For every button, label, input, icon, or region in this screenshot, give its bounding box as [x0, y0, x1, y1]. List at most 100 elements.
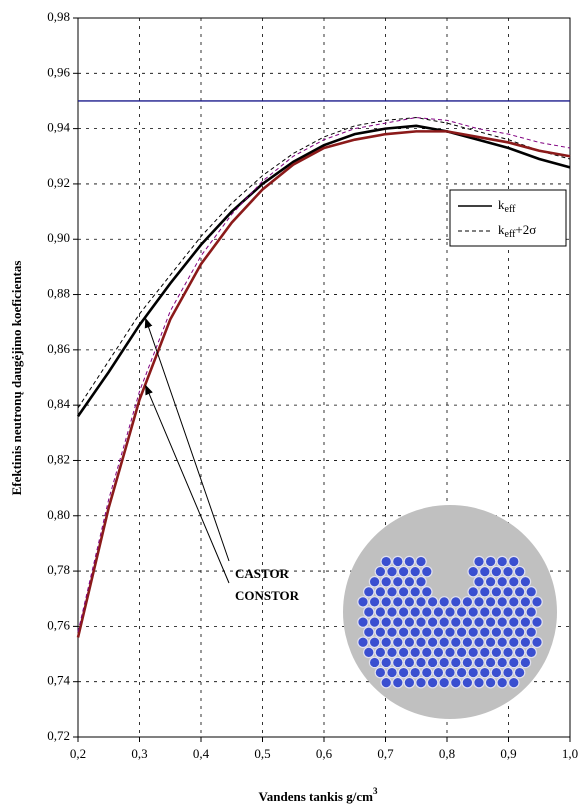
fuel-rod: [519, 656, 532, 669]
fuel-rod: [496, 636, 508, 649]
x-tick-label: 0,4: [193, 746, 210, 761]
fuel-rod: [507, 616, 520, 628]
fuel-rod: [507, 555, 520, 568]
fuel-rod: [490, 666, 503, 679]
fuel-rod: [496, 656, 508, 669]
fuel-rod: [513, 586, 526, 598]
fuel-rod: [490, 606, 503, 618]
fuel-rod: [368, 575, 381, 588]
series-line: [76, 124, 571, 417]
fuel-rod: [397, 626, 410, 638]
fuel-rod: [473, 555, 485, 568]
fuel-rod: [455, 666, 468, 679]
fuel-rod: [531, 616, 543, 628]
fuel-rod: [461, 656, 474, 669]
fuel-rod: [409, 646, 421, 659]
x-axis-label: Vandens tankis g/cm3: [259, 786, 378, 804]
x-tick-label: 0,8: [439, 746, 455, 761]
series-line: [77, 117, 571, 409]
fuel-rod: [473, 636, 485, 649]
fuel-rod: [507, 656, 520, 669]
fuel-rod: [386, 666, 398, 679]
fuel-rod: [374, 606, 387, 618]
legend: keff keff+2σ: [449, 189, 567, 247]
y-tick-label: 0,96: [47, 64, 70, 79]
fuel-rod: [403, 596, 416, 608]
y-tick-label: 0,74: [47, 673, 70, 688]
fuel-rod: [420, 565, 433, 578]
fuel-rod: [420, 646, 433, 659]
fuel-rod: [473, 616, 485, 628]
fuel-rod: [519, 575, 532, 588]
fuel-rod: [496, 596, 508, 608]
fuel-rod: [415, 676, 427, 689]
fuel-rod: [525, 586, 537, 598]
fuel-rod: [507, 676, 520, 689]
legend-text: k: [498, 197, 505, 212]
fuel-rod: [496, 616, 508, 628]
fuel-rod: [415, 656, 427, 669]
fuel-rod: [519, 616, 532, 628]
fuel-rod: [397, 606, 410, 618]
y-tick-label: 0,72: [47, 728, 70, 743]
fuel-rod: [438, 616, 450, 628]
fuel-rod: [455, 606, 468, 618]
fuel-rod: [432, 606, 445, 618]
fuel-rod: [420, 586, 433, 598]
y-tick-label: 0,98: [47, 9, 70, 24]
fuel-rod: [438, 656, 450, 669]
fuel-rod: [374, 565, 387, 578]
fuel-rod: [415, 596, 427, 608]
x-tick-label: 0,9: [500, 746, 516, 761]
fuel-rod: [484, 575, 497, 588]
fuel-rod: [490, 646, 503, 659]
fuel-rod: [502, 606, 514, 618]
legend-text: k: [498, 222, 505, 237]
fuel-rod: [507, 596, 520, 608]
fuel-rod: [380, 676, 392, 689]
fuel-rod: [368, 616, 381, 628]
fuel-rod: [461, 636, 474, 649]
fuel-rod: [496, 575, 508, 588]
fuel-rod: [386, 646, 398, 659]
fuel-rod: [409, 606, 421, 618]
fuel-rod: [403, 676, 416, 689]
fuel-rod: [449, 636, 462, 649]
fuel-rod: [368, 636, 381, 649]
legend-sub: eff: [505, 204, 517, 215]
fuel-rod: [386, 606, 398, 618]
x-tick-label: 1,0: [562, 746, 578, 761]
fuel-rod: [391, 656, 404, 669]
fuel-rod: [426, 676, 439, 689]
y-tick-label: 0,94: [47, 120, 70, 135]
fuel-rod: [525, 606, 537, 618]
x-tick-label: 0,3: [131, 746, 147, 761]
fuel-rod: [386, 586, 398, 598]
x-tick-label: 0,5: [254, 746, 270, 761]
fuel-rod: [357, 616, 369, 628]
fuel-rod: [513, 666, 526, 679]
fuel-rod: [391, 555, 404, 568]
y-tick-label: 0,80: [47, 507, 70, 522]
y-tick-label: 0,82: [47, 451, 70, 466]
legend-label: keff+2σ: [498, 222, 536, 240]
fuel-rod: [478, 626, 491, 638]
cask-inset: [343, 505, 557, 719]
y-tick-label: 0,84: [47, 396, 70, 411]
fuel-rod: [374, 626, 387, 638]
fuel-rod: [368, 596, 381, 608]
x-tick-label: 0,7: [377, 746, 394, 761]
fuel-rod: [519, 596, 532, 608]
fuel-rod: [409, 666, 421, 679]
annotation: CONSTOR: [235, 588, 300, 603]
fuel-rod: [502, 646, 514, 659]
fuel-rod: [513, 646, 526, 659]
fuel-rod: [397, 666, 410, 679]
y-tick-label: 0,78: [47, 562, 70, 577]
fuel-rod: [467, 606, 479, 618]
fuel-rod: [478, 606, 491, 618]
fuel-rod: [473, 596, 485, 608]
fuel-rod: [444, 646, 456, 659]
y-tick-label: 0,90: [47, 230, 70, 245]
fuel-rod: [415, 616, 427, 628]
